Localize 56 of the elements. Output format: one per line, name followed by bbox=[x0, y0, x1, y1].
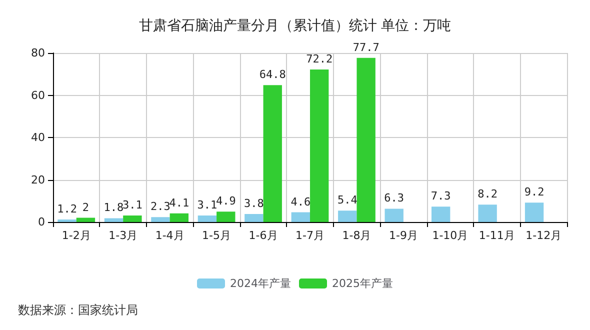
bar bbox=[76, 218, 96, 222]
x-tick-label: 1-4月 bbox=[155, 229, 184, 242]
data-label: 72.2 bbox=[306, 52, 333, 66]
bar bbox=[58, 219, 76, 222]
data-label: 6.3 bbox=[384, 192, 404, 205]
chart-title: 甘肃省石脑油产量分月（累计值）统计 单位：万吨 bbox=[138, 18, 452, 34]
data-label: 7.3 bbox=[430, 190, 451, 203]
data-label: 8.2 bbox=[478, 188, 498, 201]
bar bbox=[104, 218, 124, 222]
data-label: 4.6 bbox=[290, 195, 311, 208]
x-tick-label: 1-7月 bbox=[296, 229, 324, 242]
data-label: 4.1 bbox=[169, 196, 190, 210]
bar bbox=[263, 85, 282, 222]
data-label: 64.8 bbox=[259, 68, 286, 82]
y-tick-label: 0 bbox=[38, 216, 45, 228]
bar bbox=[216, 212, 236, 222]
bar bbox=[291, 212, 310, 222]
x-tick-label: 1-9月 bbox=[388, 229, 418, 242]
y-tick-label: 80 bbox=[31, 46, 45, 60]
bar bbox=[151, 217, 170, 222]
data-label: 5.4 bbox=[337, 194, 358, 207]
bar bbox=[310, 69, 329, 222]
bar bbox=[244, 214, 264, 222]
data-label: 2 bbox=[82, 200, 90, 214]
bar bbox=[478, 204, 497, 222]
x-tick-label: 1-3月 bbox=[108, 229, 138, 242]
legend-label: 2024年产量 bbox=[230, 277, 292, 290]
x-tick-label: 1-6月 bbox=[248, 229, 278, 242]
data-label: 77.7 bbox=[352, 40, 380, 54]
bar bbox=[524, 202, 544, 222]
y-tick-label: 60 bbox=[31, 88, 45, 102]
x-tick-label: 1-8月 bbox=[342, 229, 372, 242]
data-label: 9.2 bbox=[524, 186, 544, 199]
bar bbox=[356, 58, 376, 222]
bar bbox=[431, 206, 450, 222]
bar bbox=[123, 215, 142, 222]
data-label: 1.2 bbox=[57, 202, 77, 216]
y-tick-label: 40 bbox=[31, 131, 45, 144]
x-tick-label: 1-2月 bbox=[62, 229, 91, 242]
source-note: 数据来源：国家统计局 bbox=[18, 303, 138, 317]
x-tick-label: 1-11月 bbox=[478, 229, 515, 242]
y-tick-label: 20 bbox=[31, 173, 45, 186]
bar bbox=[170, 213, 189, 222]
bar bbox=[198, 215, 217, 222]
data-label: 1.8 bbox=[104, 201, 124, 214]
data-label: 2.3 bbox=[150, 200, 170, 214]
legend-label: 2025年产量 bbox=[332, 277, 393, 290]
data-label: 4.9 bbox=[216, 194, 236, 208]
x-tick-label: 1-10月 bbox=[432, 229, 468, 242]
data-label: 3.1 bbox=[122, 198, 142, 212]
x-tick-label: 1-5月 bbox=[202, 229, 232, 242]
bar bbox=[338, 210, 357, 222]
data-label: 3.1 bbox=[197, 198, 218, 212]
x-tick-label: 1-12月 bbox=[526, 229, 562, 242]
data-label: 3.8 bbox=[244, 196, 264, 210]
bar bbox=[384, 208, 404, 222]
